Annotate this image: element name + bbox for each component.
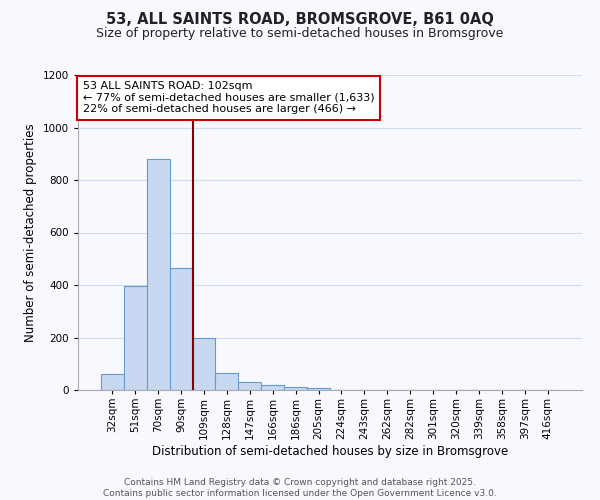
- X-axis label: Distribution of semi-detached houses by size in Bromsgrove: Distribution of semi-detached houses by …: [152, 444, 508, 458]
- Text: 53 ALL SAINTS ROAD: 102sqm
← 77% of semi-detached houses are smaller (1,633)
22%: 53 ALL SAINTS ROAD: 102sqm ← 77% of semi…: [83, 82, 374, 114]
- Bar: [284, 388, 307, 390]
- Text: 53, ALL SAINTS ROAD, BROMSGROVE, B61 0AQ: 53, ALL SAINTS ROAD, BROMSGROVE, B61 0AQ: [106, 12, 494, 28]
- Bar: [170, 268, 193, 390]
- Bar: [101, 374, 124, 390]
- Bar: [307, 388, 330, 390]
- Text: Size of property relative to semi-detached houses in Bromsgrove: Size of property relative to semi-detach…: [97, 28, 503, 40]
- Bar: [215, 373, 238, 390]
- Bar: [238, 382, 261, 390]
- Text: Contains HM Land Registry data © Crown copyright and database right 2025.
Contai: Contains HM Land Registry data © Crown c…: [103, 478, 497, 498]
- Bar: [147, 159, 170, 390]
- Bar: [261, 386, 284, 390]
- Y-axis label: Number of semi-detached properties: Number of semi-detached properties: [24, 123, 37, 342]
- Bar: [193, 338, 215, 390]
- Bar: [124, 286, 147, 390]
